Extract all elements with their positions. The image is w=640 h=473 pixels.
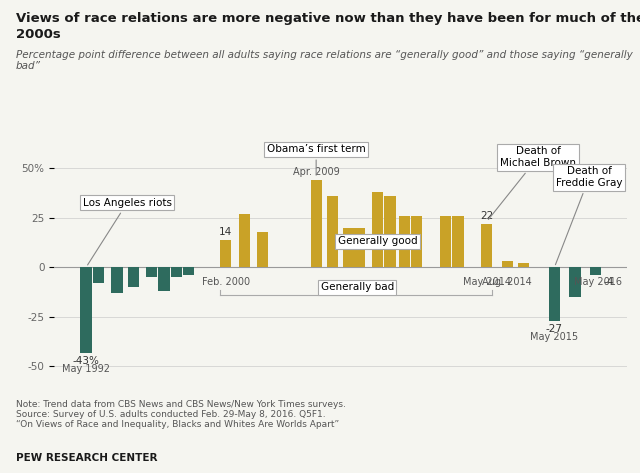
Text: Aug. 2014: Aug. 2014: [483, 277, 532, 287]
Text: May 2015: May 2015: [531, 332, 579, 342]
Bar: [385, 196, 396, 267]
Bar: [171, 267, 182, 277]
Bar: [327, 196, 338, 267]
Bar: [128, 267, 139, 287]
Bar: [518, 263, 529, 267]
Bar: [81, 267, 92, 352]
Bar: [239, 214, 250, 267]
Text: -43%: -43%: [73, 356, 100, 366]
Text: May 2016: May 2016: [573, 277, 621, 287]
Bar: [590, 267, 601, 275]
Bar: [452, 216, 463, 267]
Text: 14: 14: [219, 227, 232, 236]
Bar: [93, 267, 104, 283]
Text: Note: Trend data from CBS News and CBS News/New York Times surveys.
Source: Surv: Note: Trend data from CBS News and CBS N…: [16, 400, 346, 429]
Bar: [159, 267, 170, 291]
Bar: [183, 267, 195, 275]
Bar: [481, 224, 492, 267]
Bar: [220, 239, 232, 267]
Bar: [440, 216, 451, 267]
Text: May 1992: May 1992: [62, 364, 110, 374]
Text: PEW RESEARCH CENTER: PEW RESEARCH CENTER: [16, 453, 157, 463]
Bar: [354, 228, 365, 267]
Text: Views of race relations are more negative now than they have been for much of th: Views of race relations are more negativ…: [16, 12, 640, 25]
Bar: [310, 180, 322, 267]
Bar: [372, 192, 383, 267]
Text: Percentage point difference between all adults saying race relations are “genera: Percentage point difference between all …: [16, 50, 633, 71]
Text: 2000s: 2000s: [16, 28, 61, 41]
Text: Death of
Freddie Gray: Death of Freddie Gray: [556, 166, 623, 265]
Bar: [570, 267, 580, 297]
Text: Los Angeles riots: Los Angeles riots: [83, 198, 172, 265]
Text: Apr. 2009: Apr. 2009: [292, 167, 340, 177]
Bar: [111, 267, 122, 293]
Bar: [344, 228, 355, 267]
Text: Obama’s first term: Obama’s first term: [267, 144, 365, 175]
Bar: [257, 232, 268, 267]
Text: Generally good: Generally good: [338, 236, 417, 246]
Text: May 2014: May 2014: [463, 277, 511, 287]
Text: Feb. 2000: Feb. 2000: [202, 277, 250, 287]
Bar: [411, 216, 422, 267]
Text: Death of
Michael Brown: Death of Michael Brown: [488, 147, 576, 219]
Text: 22: 22: [480, 210, 493, 221]
Text: Generally bad: Generally bad: [321, 282, 394, 292]
Bar: [399, 216, 410, 267]
Bar: [146, 267, 157, 277]
Text: -4: -4: [604, 277, 614, 287]
Bar: [502, 261, 513, 267]
Text: -27: -27: [546, 324, 563, 334]
Bar: [548, 267, 560, 321]
